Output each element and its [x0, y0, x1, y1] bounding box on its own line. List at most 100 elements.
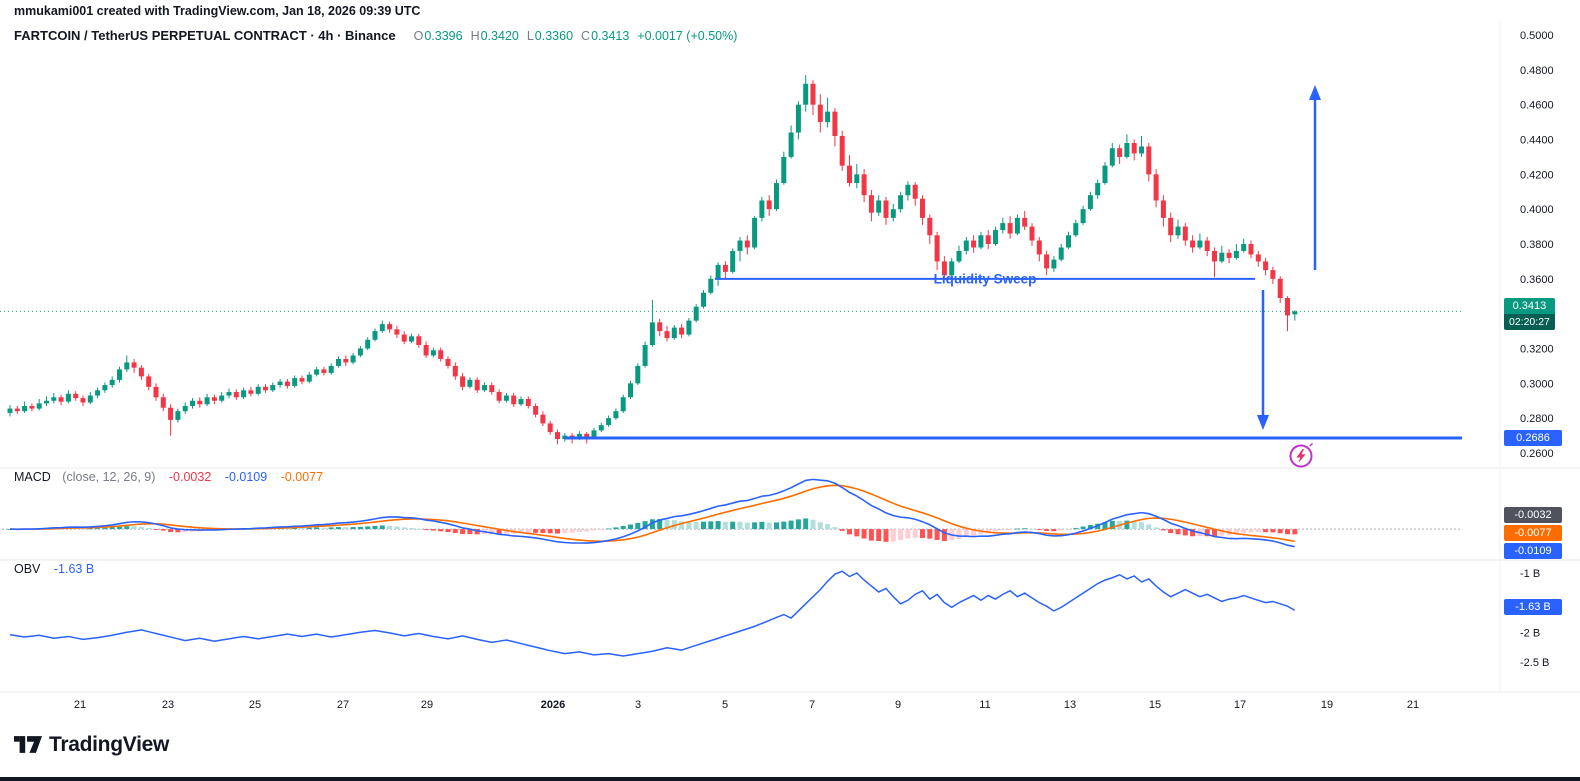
- obv-title[interactable]: OBV: [14, 562, 41, 576]
- candle: [693, 306, 699, 321]
- candle: [912, 184, 918, 199]
- time-axis[interactable]: 21 23 25 27 29 2026 3 5 7 9 11 13 15 17 19 21: [74, 699, 1419, 711]
- candle: [722, 264, 728, 272]
- macd-hist-bar: [467, 529, 473, 535]
- lightning-reaction-icon[interactable]: [1286, 441, 1316, 471]
- macd-hist-bar: [336, 527, 341, 530]
- candle: [248, 390, 254, 394]
- candle: [620, 397, 626, 412]
- time-tick: 27: [337, 699, 349, 711]
- candle: [1270, 270, 1276, 279]
- candle: [1175, 226, 1181, 236]
- macd-hist-bar: [109, 527, 115, 530]
- symbol-legend[interactable]: FARTCOIN / TetherUS PERPETUAL CONTRACT ·…: [14, 28, 737, 43]
- macd-hist-bar: [525, 529, 531, 533]
- candle: [168, 407, 174, 420]
- macd-hist-bar: [708, 521, 714, 530]
- price-axis[interactable]: 0.5000 0.4800 0.4600 0.4400 0.4200 0.4000 0.38…: [1520, 30, 1554, 460]
- candle: [752, 217, 758, 248]
- time-tick: 7: [809, 699, 815, 711]
- ohlc-low-value: 0.3360: [534, 29, 574, 43]
- candle: [445, 358, 451, 366]
- candle: [744, 240, 750, 248]
- candle: [890, 209, 896, 218]
- obv-legend[interactable]: OBV -1.63 B: [14, 562, 94, 576]
- candle: [241, 390, 247, 398]
- candle: [1160, 200, 1166, 218]
- candle: [664, 331, 670, 339]
- down-arrow-head: [1257, 415, 1269, 431]
- candle: [737, 240, 743, 251]
- candle: [357, 348, 363, 356]
- candle: [883, 200, 889, 218]
- current-price-badge[interactable]: 0.3413 02:20:27: [1504, 298, 1555, 330]
- candle: [58, 397, 64, 402]
- macd-hist-bar: [1036, 529, 1042, 530]
- time-tick: 3: [635, 699, 641, 711]
- candle: [1051, 259, 1057, 269]
- macd-hist-bar: [1233, 529, 1239, 535]
- candle: [606, 418, 612, 426]
- obv-axis[interactable]: -1 B -2 B -2.5 B: [1520, 568, 1549, 669]
- candle: [1014, 217, 1020, 234]
- macd-hist-bar: [555, 529, 560, 534]
- macd-legend[interactable]: MACD (close, 12, 26, 9) -0.0032 -0.0109 …: [14, 470, 323, 484]
- candle: [679, 327, 685, 335]
- macd-hist-bar: [314, 527, 320, 530]
- candle: [832, 111, 838, 137]
- candle: [1190, 240, 1196, 248]
- bottom-edge-bar: [0, 777, 1580, 781]
- ohlc-low-label: L: [526, 29, 534, 43]
- macd-hist-bar: [379, 525, 385, 530]
- candle: [1255, 254, 1261, 262]
- symbol-title[interactable]: FARTCOIN / TetherUS PERPETUAL CONTRACT ·…: [14, 28, 396, 43]
- obv-layer: [9, 570, 1296, 657]
- tradingview-footer[interactable]: TradingView: [14, 732, 169, 757]
- macd-histogram-axis-badge: -0.0032: [1504, 507, 1562, 523]
- candle: [1022, 217, 1028, 227]
- macd-hist-bar: [540, 529, 546, 533]
- candle: [825, 111, 831, 123]
- candle: [138, 367, 144, 377]
- macd-title[interactable]: MACD: [14, 470, 51, 484]
- candle: [36, 403, 42, 409]
- tradingview-logo-icon: [14, 736, 42, 753]
- candle: [905, 184, 911, 196]
- candle: [1066, 235, 1071, 248]
- candle: [109, 379, 115, 386]
- macd-hist-bar: [423, 529, 429, 531]
- candle: [350, 355, 356, 363]
- macd-hist-bar: [80, 528, 86, 530]
- macd-hist-bar: [394, 526, 400, 530]
- candle: [73, 393, 79, 399]
- macd-hist-bar: [1219, 529, 1225, 536]
- candle: [1117, 148, 1123, 157]
- support-level-badge[interactable]: 0.2686: [1504, 430, 1562, 446]
- candle: [146, 376, 152, 387]
- macd-hist-bar: [117, 526, 122, 530]
- candle: [277, 381, 283, 386]
- time-tick: 11: [979, 699, 990, 711]
- candle: [255, 386, 261, 394]
- candle: [671, 327, 677, 339]
- candle: [1087, 195, 1093, 210]
- candle: [876, 200, 882, 213]
- candle: [1102, 165, 1108, 184]
- candle: [401, 334, 407, 342]
- candle: [635, 365, 641, 384]
- candle: [1109, 148, 1115, 166]
- candle: [372, 331, 378, 340]
- obv-value: -1.63 B: [53, 562, 95, 576]
- macd-hist-bar: [87, 528, 93, 530]
- macd-hist-bar: [759, 521, 765, 530]
- candle: [708, 278, 714, 293]
- candle: [591, 430, 597, 438]
- macd-hist-bar: [489, 529, 495, 534]
- annotations-layer[interactable]: Liquidity Sweep: [565, 84, 1462, 440]
- candle: [978, 235, 984, 248]
- price-tick: 0.2600: [1520, 448, 1554, 460]
- macd-hist-bar: [1044, 529, 1050, 531]
- macd-hist-bar: [664, 519, 670, 530]
- macd-hist-bar: [737, 521, 743, 530]
